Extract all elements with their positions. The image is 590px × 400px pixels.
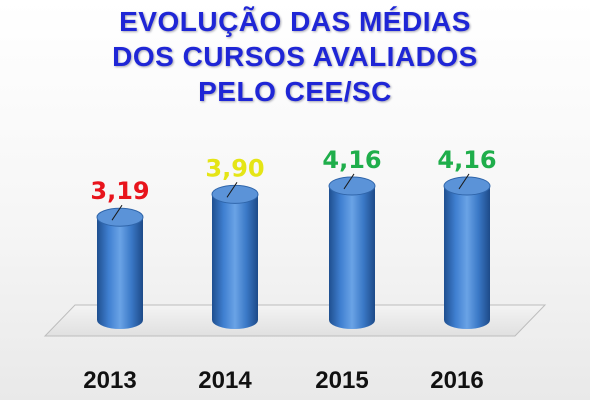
chart-floor [43,304,547,337]
data-label-2016: 4,16 [437,146,496,174]
data-label-2013: 3,19 [90,177,149,205]
x-tick-label-2015: 2015 [315,367,368,394]
chart-title-line-2: DOS CURSOS AVALIADOS [112,41,478,72]
bar-body [212,194,258,329]
bar-2016 [443,173,491,329]
chart-title-line-3: PELO CEE/SC [198,76,392,107]
bar-body [97,217,143,329]
x-tick-label-2014: 2014 [198,367,252,394]
data-label-2014: 3,90 [205,154,264,182]
label-leader-line [343,173,355,190]
bar-2013 [96,204,144,329]
x-tick-label-2016: 2016 [430,367,483,394]
bar-top [443,176,491,196]
chart-title-line-1: EVOLUÇÃO DAS MÉDIAS [119,6,471,37]
bar-2014 [211,182,259,329]
chart-title: EVOLUÇÃO DAS MÉDIAS DOS CURSOS AVALIADOS… [0,4,590,109]
bar-top [328,176,376,196]
bar-top [211,184,259,204]
bar-body [444,185,490,329]
bar-body [329,185,375,329]
x-tick-label-2013: 2013 [83,367,136,394]
bar-top [96,207,144,227]
label-leader-line [458,173,470,190]
label-leader-line [226,182,238,198]
bar-2015 [328,173,376,329]
data-label-2015: 4,16 [322,146,381,174]
label-leader-line [111,204,123,221]
